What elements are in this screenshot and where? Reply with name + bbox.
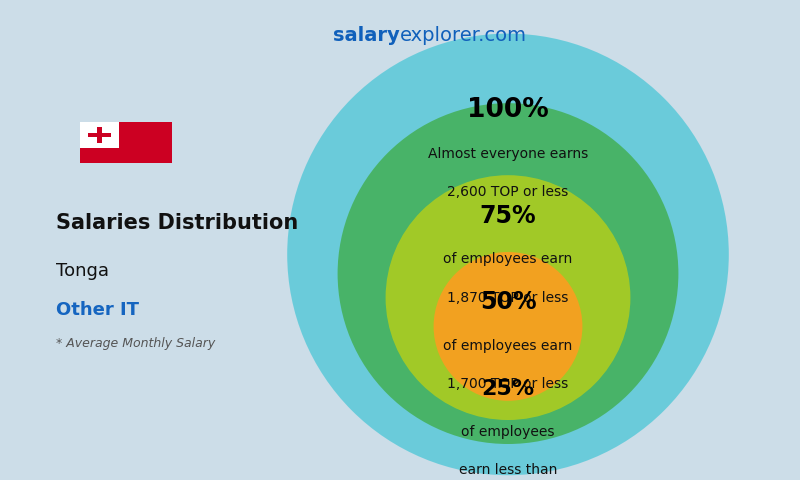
Text: * Average Monthly Salary: * Average Monthly Salary xyxy=(56,336,215,350)
Bar xyxy=(88,133,111,137)
Circle shape xyxy=(338,103,678,444)
Text: Other IT: Other IT xyxy=(56,300,139,319)
Text: of employees earn: of employees earn xyxy=(443,338,573,353)
Text: 100%: 100% xyxy=(467,97,549,123)
Text: earn less than: earn less than xyxy=(459,463,557,478)
Bar xyxy=(80,122,172,163)
Text: 25%: 25% xyxy=(482,379,534,399)
Text: Tonga: Tonga xyxy=(56,262,109,280)
Bar xyxy=(80,122,118,148)
Text: 1,700 TOP or less: 1,700 TOP or less xyxy=(447,377,569,391)
Text: salary: salary xyxy=(334,26,400,46)
Text: Almost everyone earns: Almost everyone earns xyxy=(428,146,588,161)
Text: 1,870 TOP or less: 1,870 TOP or less xyxy=(447,290,569,305)
Text: explorer.com: explorer.com xyxy=(400,26,527,46)
Text: of employees earn: of employees earn xyxy=(443,252,573,266)
Text: 2,600 TOP or less: 2,600 TOP or less xyxy=(447,185,569,199)
Circle shape xyxy=(287,34,729,475)
Bar xyxy=(97,127,102,143)
Text: Salaries Distribution: Salaries Distribution xyxy=(56,213,298,233)
Circle shape xyxy=(386,175,630,420)
Text: 50%: 50% xyxy=(480,290,536,314)
Text: of employees: of employees xyxy=(462,425,554,439)
Text: 75%: 75% xyxy=(480,204,536,228)
Circle shape xyxy=(434,252,582,401)
